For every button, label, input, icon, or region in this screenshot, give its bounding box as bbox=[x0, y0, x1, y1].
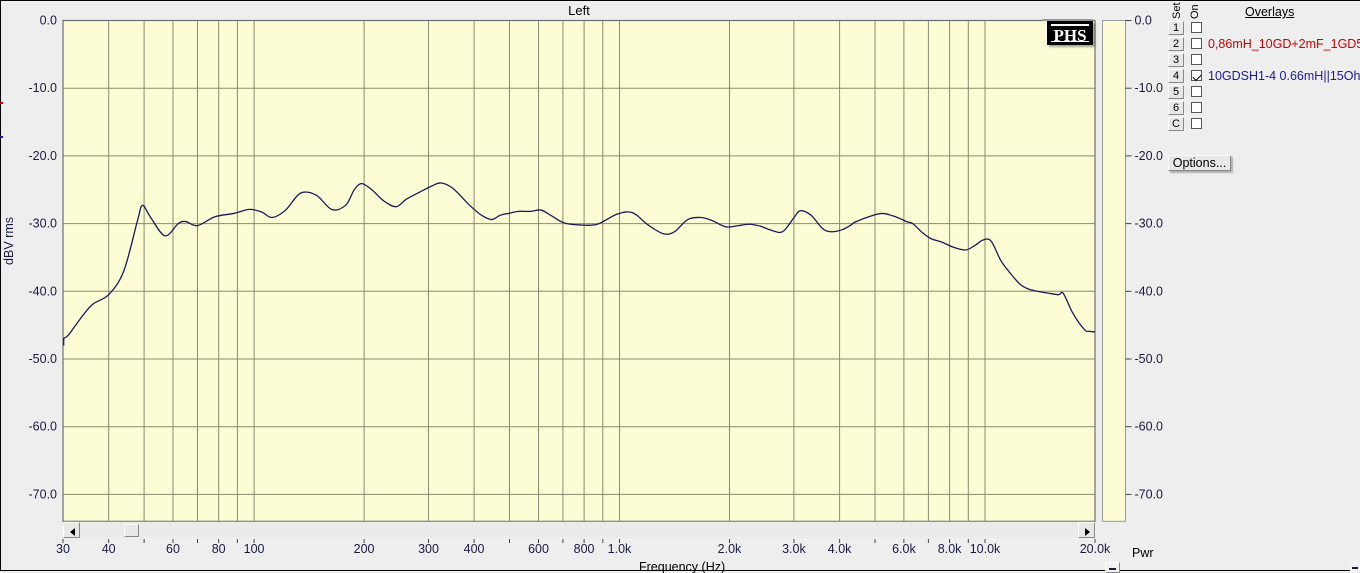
svg-text:3.0k: 3.0k bbox=[782, 542, 806, 556]
svg-text:20.0k: 20.0k bbox=[1080, 542, 1111, 556]
svg-text:400: 400 bbox=[464, 542, 485, 556]
svg-text:30: 30 bbox=[56, 542, 70, 556]
svg-text:4.0k: 4.0k bbox=[828, 542, 852, 556]
svg-text:6.0k: 6.0k bbox=[892, 542, 916, 556]
svg-text:800: 800 bbox=[574, 542, 595, 556]
svg-text:-60.0: -60.0 bbox=[29, 420, 58, 434]
svg-text:-30.0: -30.0 bbox=[29, 217, 58, 231]
svg-text:-50.0: -50.0 bbox=[29, 352, 58, 366]
svg-text:-30.0: -30.0 bbox=[1135, 217, 1164, 231]
svg-text:300: 300 bbox=[418, 542, 439, 556]
svg-text:-70.0: -70.0 bbox=[1135, 487, 1164, 501]
svg-text:100: 100 bbox=[244, 542, 265, 556]
svg-text:40: 40 bbox=[102, 542, 116, 556]
svg-text:-20.0: -20.0 bbox=[1135, 149, 1164, 163]
svg-text:600: 600 bbox=[528, 542, 549, 556]
svg-text:0.0: 0.0 bbox=[40, 14, 57, 28]
svg-text:0.0: 0.0 bbox=[1135, 14, 1152, 28]
svg-text:1.0k: 1.0k bbox=[608, 542, 632, 556]
svg-text:-60.0: -60.0 bbox=[1135, 420, 1164, 434]
svg-text:-20.0: -20.0 bbox=[29, 149, 58, 163]
svg-text:-50.0: -50.0 bbox=[1135, 352, 1164, 366]
svg-text:-10.0: -10.0 bbox=[29, 81, 58, 95]
svg-text:2.0k: 2.0k bbox=[718, 542, 742, 556]
svg-text:-40.0: -40.0 bbox=[1135, 284, 1164, 298]
svg-text:-70.0: -70.0 bbox=[29, 487, 58, 501]
svg-text:-40.0: -40.0 bbox=[29, 284, 58, 298]
svg-text:200: 200 bbox=[354, 542, 375, 556]
svg-text:80: 80 bbox=[212, 542, 226, 556]
svg-text:8.0k: 8.0k bbox=[938, 542, 962, 556]
svg-text:-10.0: -10.0 bbox=[1135, 81, 1164, 95]
svg-text:60: 60 bbox=[166, 542, 180, 556]
svg-text:10.0k: 10.0k bbox=[970, 542, 1001, 556]
